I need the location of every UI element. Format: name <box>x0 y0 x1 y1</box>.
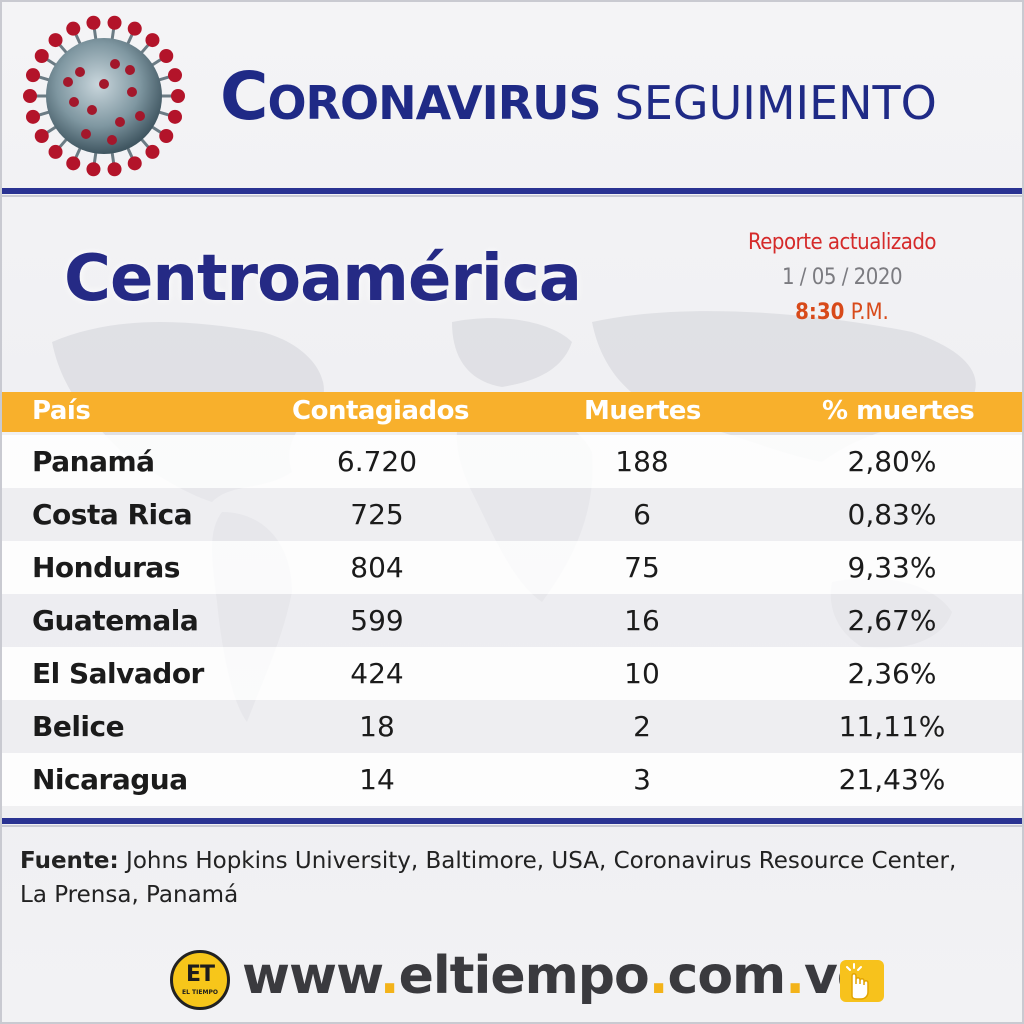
cell-pct: 2,36% <box>847 657 937 690</box>
cell-cases: 804 <box>350 551 404 584</box>
cell-cases: 424 <box>350 657 404 690</box>
table-row: Costa Rica 725 6 0,83% <box>2 488 1022 541</box>
report-time-value: 8:30 <box>795 300 845 325</box>
col-header-country: País <box>32 396 91 426</box>
table-row: Nicaragua 14 3 21,43% <box>2 753 1022 806</box>
col-header-pct: % muertes <box>822 396 975 426</box>
cell-country: El Salvador <box>32 657 204 690</box>
coronavirus-icon <box>23 15 185 177</box>
url-part-2: eltiempo <box>398 946 650 1006</box>
cell-deaths: 6 <box>633 498 651 531</box>
table-row: Guatemala 599 16 2,67% <box>2 594 1022 647</box>
title-word-2: SEGUIMIENTO <box>614 76 937 130</box>
cell-country: Costa Rica <box>32 498 193 531</box>
url-part-1: www <box>242 946 381 1006</box>
source-note: Fuente: Johns Hopkins University, Baltim… <box>20 844 980 912</box>
footer: ET EL TIEMPO www.eltiempo.com.ve <box>2 944 1022 1014</box>
hand-pointer-icon <box>840 960 884 1002</box>
url-part-3: com <box>667 946 787 1006</box>
cell-deaths: 10 <box>624 657 660 690</box>
logo-text: ET <box>185 962 215 987</box>
report-info: Reporte actualizado 1 / 05 / 2020 8:30 P… <box>722 230 962 325</box>
title-word-1: ORONAVIRUS <box>267 76 601 130</box>
url-dot-3: . <box>785 946 805 1006</box>
cell-cases: 14 <box>359 763 395 796</box>
cell-country: Belice <box>32 710 125 743</box>
table-row: Honduras 804 75 9,33% <box>2 541 1022 594</box>
cell-deaths: 75 <box>624 551 660 584</box>
divider-bottom-thin <box>2 825 1022 827</box>
page-title: CORONAVIRUS SEGUIMIENTO <box>220 58 937 138</box>
cell-pct: 2,67% <box>847 604 937 637</box>
region-title: Centroamérica <box>64 242 582 316</box>
url-dot-2: . <box>648 946 669 1006</box>
cell-cases: 599 <box>350 604 404 637</box>
cell-cases: 725 <box>350 498 404 531</box>
divider-bottom <box>2 818 1022 824</box>
report-time-ampm: P.M. <box>850 300 889 325</box>
cell-cases: 18 <box>359 710 395 743</box>
cell-deaths: 188 <box>615 445 669 478</box>
col-header-deaths: Muertes <box>584 396 701 426</box>
logo-subtext: EL TIEMPO <box>182 989 218 996</box>
cell-country: Honduras <box>32 551 180 584</box>
table-header: País Contagiados Muertes % muertes <box>2 392 1022 432</box>
title-initial: C <box>220 58 268 135</box>
report-date: 1 / 05 / 2020 <box>781 265 903 290</box>
cell-country: Nicaragua <box>32 763 188 796</box>
cell-pct: 9,33% <box>847 551 937 584</box>
divider-top <box>2 188 1022 194</box>
cell-cases: 6.720 <box>336 445 418 478</box>
cell-pct: 2,80% <box>847 445 937 478</box>
cell-country: Panamá <box>32 445 155 478</box>
source-text: Johns Hopkins University, Baltimore, USA… <box>20 848 957 908</box>
report-time: 8:30 P.M. <box>722 300 962 325</box>
cell-pct: 11,11% <box>838 710 946 743</box>
website-link[interactable]: www.eltiempo.com.ve <box>242 946 872 1006</box>
el-tiempo-logo[interactable]: ET EL TIEMPO <box>170 950 230 1010</box>
header: CORONAVIRUS SEGUIMIENTO <box>2 2 1022 188</box>
cell-pct: 21,43% <box>838 763 946 796</box>
source-label: Fuente: <box>20 848 119 874</box>
col-header-cases: Contagiados <box>292 396 469 426</box>
table-row: Panamá 6.720 188 2,80% <box>2 435 1022 488</box>
url-dot-1: . <box>379 946 400 1006</box>
cell-pct: 0,83% <box>847 498 937 531</box>
cell-deaths: 3 <box>633 763 651 796</box>
cell-deaths: 2 <box>633 710 651 743</box>
report-label: Reporte actualizado <box>747 230 937 255</box>
cell-deaths: 16 <box>624 604 660 637</box>
divider-top-thin <box>2 195 1022 197</box>
table-body: Panamá 6.720 188 2,80% Costa Rica 725 6 … <box>2 435 1022 806</box>
cell-country: Guatemala <box>32 604 199 637</box>
table-row: Belice 18 2 11,11% <box>2 700 1022 753</box>
table-row: El Salvador 424 10 2,36% <box>2 647 1022 700</box>
